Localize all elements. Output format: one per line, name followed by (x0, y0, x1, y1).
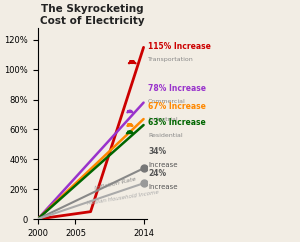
Text: 34%: 34% (148, 147, 166, 156)
Text: Increase: Increase (148, 162, 178, 168)
Title: The Skyrocketing
Cost of Electricity: The Skyrocketing Cost of Electricity (40, 4, 145, 26)
Text: Transportation: Transportation (148, 57, 194, 62)
Text: Industrial: Industrial (148, 117, 178, 122)
Text: Inflation Rate: Inflation Rate (94, 176, 137, 191)
Text: 78% Increase: 78% Increase (148, 84, 206, 93)
Text: 115% Increase: 115% Increase (148, 42, 211, 51)
Text: Residential: Residential (148, 133, 183, 138)
Text: 24%: 24% (148, 169, 166, 178)
Text: Commercial: Commercial (148, 99, 186, 104)
Text: 67% Increase: 67% Increase (148, 102, 206, 111)
Text: Increase: Increase (148, 184, 178, 190)
Text: Median Household Income: Median Household Income (87, 189, 160, 206)
Text: 63% Increase: 63% Increase (148, 118, 206, 127)
